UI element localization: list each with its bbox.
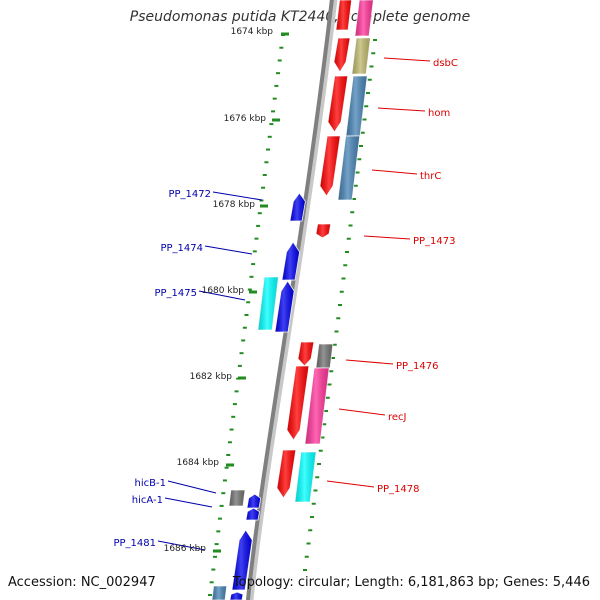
- reverse-gene-label: PP_1475: [154, 288, 197, 299]
- gene-feature: [246, 493, 262, 509]
- gene-feature: [304, 367, 330, 445]
- gene-feature: [335, 0, 353, 31]
- gene-labels: 1674 kbp 1676 kbp 1678 kbp 1680 kbp 1682 kbp…: [113, 27, 457, 554]
- leader-line: [345, 359, 394, 365]
- leader-line: [212, 191, 263, 201]
- leader-line: [383, 57, 431, 62]
- genome-backbone: [245, 0, 334, 600]
- leader-line: [338, 408, 386, 416]
- gene-feature: [345, 75, 368, 137]
- forward-gene-label: dsbC: [433, 58, 458, 69]
- gene-feature: [315, 223, 332, 239]
- reverse-gene-label: hicB-1: [135, 478, 166, 489]
- gene-feature: [315, 343, 334, 369]
- gene-feature: [319, 135, 341, 197]
- forward-gene-label: PP_1476: [396, 361, 439, 372]
- reverse-gene-label: hicA-1: [132, 495, 163, 506]
- forward-gene-label: thrC: [420, 171, 441, 182]
- ruler-label: 1676 kbp: [224, 114, 267, 124]
- leader-line: [363, 235, 411, 240]
- reverse-gene-label: PP_1472: [168, 189, 211, 200]
- gene-feature: [281, 241, 300, 281]
- gene-feature: [211, 585, 228, 600]
- ruler-label: 1684 kbp: [177, 458, 220, 468]
- leader-line: [326, 480, 375, 488]
- gene-feature: [274, 280, 295, 333]
- ruler-label: 1674 kbp: [231, 27, 274, 37]
- leader-line: [204, 245, 253, 255]
- gene-feature: [257, 276, 279, 331]
- forward-gene-label: PP_1478: [377, 484, 420, 495]
- leader-line: [377, 107, 426, 112]
- leader-line: [371, 169, 418, 175]
- gene-feature: [286, 365, 310, 441]
- gene-feature: [337, 135, 361, 201]
- gene-feature: [229, 591, 244, 600]
- forward-gene-label: recJ: [388, 412, 407, 423]
- gene-feature: [289, 192, 306, 222]
- leader-line: [157, 540, 206, 551]
- gene-feature: [276, 449, 297, 499]
- leader-line: [164, 497, 213, 508]
- ruler-label: 1686 kbp: [164, 544, 207, 554]
- forward-gene-label: PP_1473: [413, 236, 456, 247]
- gene-feature: [245, 507, 260, 521]
- gene-feature: [297, 341, 315, 367]
- genome-stats-text: Topology: circular; Length: 6,181,863 bp…: [232, 575, 590, 590]
- ruler-label: 1682 kbp: [190, 372, 233, 382]
- gene-features: [211, 0, 374, 600]
- gene-feature: [351, 37, 371, 75]
- forward-gene-label: hom: [428, 108, 450, 119]
- ruler-ticks: [208, 32, 377, 596]
- gene-feature: [231, 529, 253, 591]
- genome-title: Pseudomonas putida KT2440, complete geno…: [129, 9, 471, 25]
- leader-line: [198, 290, 246, 301]
- reverse-gene-label: PP_1474: [160, 243, 203, 254]
- ruler-label: 1678 kbp: [213, 200, 256, 210]
- accession-text: Accession: NC_002947: [8, 575, 156, 590]
- label-leader-lines: [157, 57, 431, 551]
- gene-feature: [354, 0, 374, 37]
- reverse-gene-label: PP_1481: [113, 538, 156, 549]
- gene-feature: [333, 37, 351, 73]
- gene-feature: [294, 451, 317, 503]
- gene-feature: [228, 489, 246, 507]
- gene-feature: [327, 75, 349, 133]
- leader-line: [167, 480, 217, 494]
- ruler-label: 1680 kbp: [202, 286, 245, 296]
